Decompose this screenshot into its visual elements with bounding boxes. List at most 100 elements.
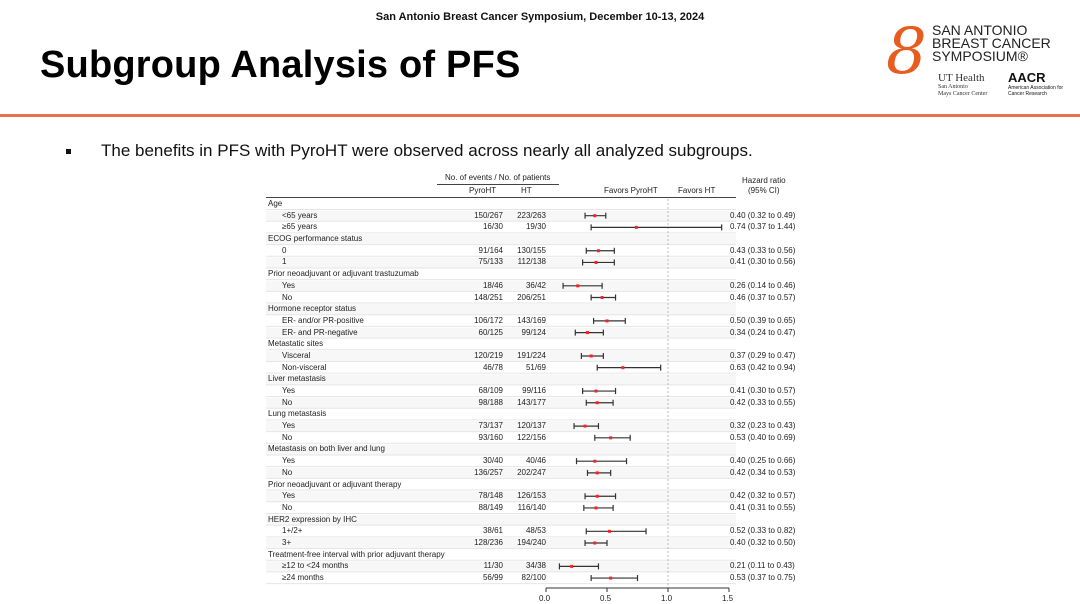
hr-point	[594, 506, 598, 510]
subgroup-label: No	[282, 502, 293, 512]
hr-ci-value: 0.34 (0.24 to 0.47)	[730, 327, 796, 337]
subgroup-label: <65 years	[282, 210, 318, 220]
row-band	[266, 245, 736, 257]
pyroht-events: 38/61	[482, 526, 503, 536]
hr-point	[595, 401, 599, 405]
conference-header: San Antonio Breast Cancer Symposium, Dec…	[375, 11, 705, 23]
hr-point	[594, 389, 598, 393]
subgroup-label: 0	[282, 245, 287, 255]
hr-ci-header: (95% CI)	[748, 186, 780, 195]
hr-point	[600, 296, 604, 300]
hr-point	[595, 471, 599, 475]
pyroht-events: 91/164	[478, 245, 503, 255]
ht-events: 36/42	[525, 280, 546, 290]
bullet-icon	[66, 149, 71, 155]
subgroup-label: 1	[282, 257, 287, 267]
row-band	[266, 479, 736, 491]
ht-events: 116/140	[517, 502, 546, 512]
row-band	[266, 526, 736, 537]
ut-health-logo: UT Health San Antonio Mays Cancer Center	[938, 72, 988, 97]
row-band	[266, 210, 736, 222]
hr-header: Hazard ratio	[742, 176, 786, 185]
pyroht-events: 30/40	[482, 456, 503, 466]
hr-ci-value: 0.43 (0.33 to 0.56)	[730, 245, 796, 255]
logo-text: SAN ANTONIO BREAST CANCER SYMPOSIUM®	[932, 22, 1051, 64]
favors-ht-label: Favors HT	[678, 186, 716, 195]
row-band	[266, 315, 736, 327]
subgroup-label: No	[282, 432, 293, 442]
subgroup-label: Yes	[282, 491, 296, 501]
ht-events: 34/38	[525, 561, 546, 571]
pyroht-events: 150/267	[474, 210, 503, 220]
subgroup-heading: Prior neoadjuvant or adjuvant therapy	[268, 479, 402, 489]
aacr-logo: AACR American Association for Cancer Rese…	[1008, 70, 1064, 97]
x-tick-label: 1.5	[722, 594, 734, 603]
subgroup-label: Non-visceral	[282, 362, 327, 372]
hr-ci-value: 0.40 (0.32 to 0.50)	[730, 538, 796, 547]
subgroup-label: No	[282, 292, 293, 302]
subgroup-heading: Lung metastasis	[268, 409, 327, 419]
col-ht: HT	[521, 186, 532, 195]
x-tick-label: 0.5	[600, 594, 612, 603]
hr-ci-value: 0.50 (0.39 to 0.65)	[730, 315, 796, 325]
hr-ci-value: 0.32 (0.23 to 0.43)	[730, 421, 796, 431]
hr-ci-value: 0.42 (0.32 to 0.57)	[730, 491, 796, 501]
hr-ci-value: 0.63 (0.42 to 0.94)	[730, 362, 796, 372]
row-band	[266, 269, 736, 280]
row-band	[266, 467, 736, 479]
row-band	[266, 549, 736, 561]
subgroup-label: ER- and/or PR-positive	[282, 315, 364, 325]
header-underline	[266, 197, 736, 198]
x-tick-label: 1.0	[661, 594, 673, 603]
pyroht-events: 128/236	[474, 538, 503, 547]
row-band	[266, 257, 736, 268]
row-band	[266, 514, 736, 526]
ht-events: 51/69	[525, 362, 546, 372]
header-divider	[0, 114, 1080, 117]
hr-ci-value: 0.37 (0.29 to 0.47)	[730, 350, 796, 360]
hr-ci-value: 0.52 (0.33 to 0.82)	[730, 526, 796, 536]
ht-events: 130/155	[517, 245, 546, 255]
subgroup-label: 1+/2+	[282, 526, 303, 536]
hr-point	[621, 366, 625, 370]
row-band	[266, 386, 736, 397]
ht-events: 122/156	[517, 432, 546, 442]
hr-point	[585, 331, 589, 335]
ht-events: 112/138	[517, 257, 546, 267]
hr-ci-value: 0.21 (0.11 to 0.43)	[730, 561, 795, 571]
pyroht-events: 98/188	[478, 397, 503, 407]
subgroup-label: ER- and PR-negative	[282, 327, 358, 337]
row-band	[266, 409, 736, 420]
subgroup-label: 3+	[282, 538, 292, 547]
x-tick-label: 0.0	[539, 594, 551, 603]
hr-point	[605, 319, 609, 323]
ht-events: 40/46	[525, 456, 546, 466]
hr-ci-value: 0.40 (0.25 to 0.66)	[730, 456, 796, 466]
row-band	[266, 456, 736, 467]
subgroup-heading: ECOG performance status	[268, 234, 363, 244]
hr-ci-value: 0.53 (0.40 to 0.69)	[730, 432, 796, 442]
row-band	[266, 374, 736, 385]
row-band	[266, 362, 736, 374]
subgroup-label: ≥12 to <24 months	[282, 561, 349, 571]
subgroup-heading: Liver metastasis	[268, 374, 326, 384]
pyroht-events: 60/125	[478, 327, 503, 337]
hr-point	[594, 260, 598, 264]
ht-events: 191/224	[517, 350, 546, 360]
subgroup-heading: Hormone receptor status	[268, 304, 357, 314]
pyroht-events: 68/109	[478, 386, 503, 396]
hr-point	[589, 354, 593, 358]
pyroht-events: 56/99	[482, 573, 503, 583]
hr-ci-value: 0.41 (0.30 to 0.56)	[730, 257, 796, 267]
events-header-underline	[437, 184, 559, 185]
hr-ci-value: 0.42 (0.33 to 0.55)	[730, 397, 796, 407]
row-band	[266, 538, 736, 549]
row-band	[266, 502, 736, 514]
hr-ci-value: 0.42 (0.34 to 0.53)	[730, 467, 796, 477]
hr-point	[583, 424, 587, 428]
events-header: No. of events / No. of patients	[445, 173, 551, 182]
ht-events: 82/100	[521, 573, 546, 583]
subgroup-label: Yes	[282, 456, 296, 466]
